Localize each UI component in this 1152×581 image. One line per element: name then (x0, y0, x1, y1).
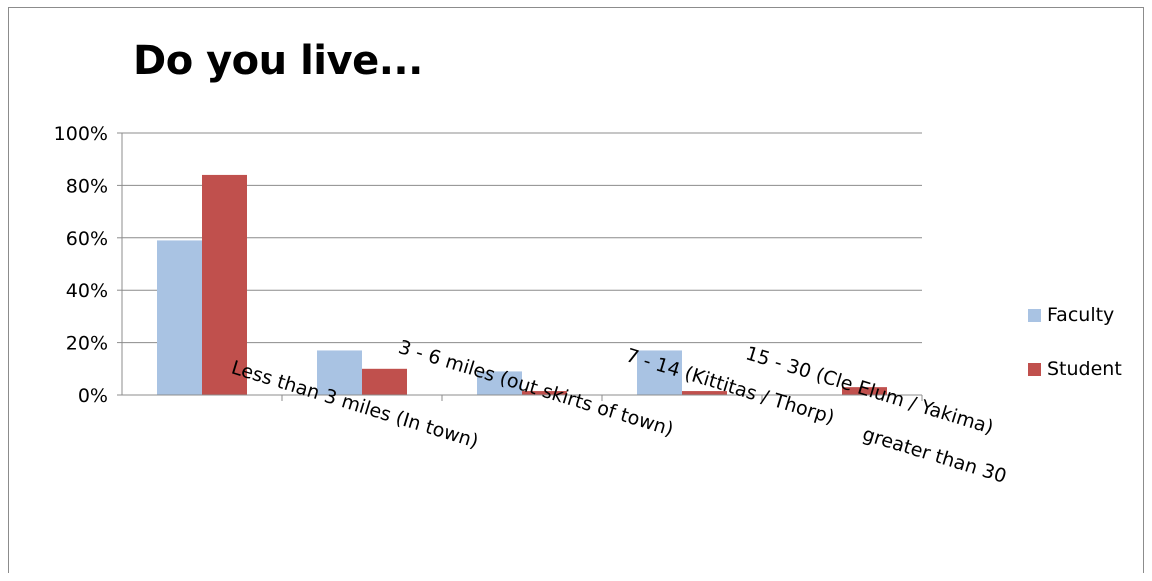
bar-student-4 (842, 387, 887, 395)
gridlines (122, 132, 922, 344)
chart-frame (8, 7, 1144, 573)
legend-swatch-student (1028, 362, 1041, 376)
bar-student-1 (362, 368, 407, 395)
y-tick-label: 80% (66, 175, 108, 197)
bar-student-0 (202, 174, 247, 395)
legend-item-faculty: Faculty (1028, 304, 1114, 326)
bar-faculty-3 (637, 350, 682, 395)
bar-faculty-1 (317, 350, 362, 395)
bar-faculty-0 (157, 240, 202, 395)
chart-title: Do you live... (133, 38, 423, 84)
legend-label-student: Student (1047, 358, 1122, 380)
legend-item-student: Student (1028, 358, 1122, 380)
bar-student-3 (682, 391, 727, 395)
bar-student-2 (522, 391, 567, 395)
y-tick-label: 60% (66, 228, 108, 250)
y-tick-label: 20% (66, 333, 108, 355)
legend-swatch-faculty (1028, 308, 1041, 322)
axes (117, 132, 923, 401)
bars (157, 174, 887, 395)
legend-label-faculty: Faculty (1047, 304, 1115, 326)
y-tick-label: 0% (78, 385, 108, 407)
bar-faculty-2 (477, 371, 522, 395)
y-tick-label: 40% (66, 280, 108, 302)
y-tick-label: 100% (54, 123, 108, 145)
